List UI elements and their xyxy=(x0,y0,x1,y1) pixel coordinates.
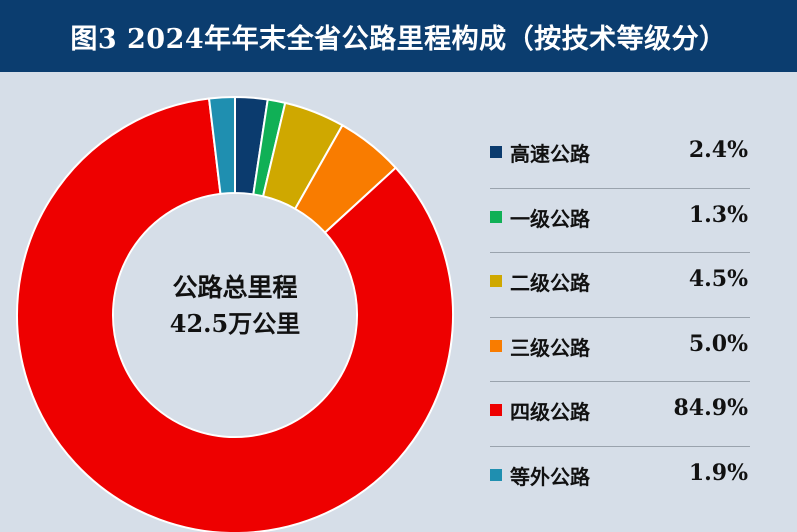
legend-label: 等外公路 xyxy=(510,464,590,489)
donut-slice-5 xyxy=(16,97,454,532)
chart-legend: 高速公路 2.4% 一级公路 1.3% 二级公路 4.5% 三级公路 5.0% 四级公路 84.9… xyxy=(490,124,750,511)
legend-swatch xyxy=(490,275,502,287)
legend-swatch xyxy=(490,404,502,416)
donut-slice-6 xyxy=(207,95,236,195)
chart-header: 图3 2024年年末全省公路里程构成（按技术等级分） xyxy=(0,0,797,72)
legend-value: 2.4% xyxy=(688,137,748,163)
legend-value: 1.3% xyxy=(688,201,748,228)
legend-value: 4.5% xyxy=(688,266,748,292)
legend-item: 等外公路 1.9% xyxy=(490,447,750,512)
donut-center-label: 公路总里程 42.5万公里 xyxy=(130,270,340,342)
legend-item: 四级公路 84.9% xyxy=(490,382,750,447)
legend-label: 高速公路 xyxy=(510,142,590,166)
legend-swatch xyxy=(490,339,502,352)
legend-value: 1.9% xyxy=(688,459,748,486)
legend-label: 三级公路 xyxy=(510,335,590,360)
legend-item: 高速公路 2.4% xyxy=(490,124,750,189)
total-mileage-title: 公路总里程 xyxy=(172,273,298,302)
legend-item: 二级公路 4.5% xyxy=(490,253,750,318)
chart-title: 图3 2024年年末全省公路里程构成（按技术等级分） xyxy=(70,23,727,55)
legend-swatch xyxy=(490,210,502,223)
total-mileage-value: 42.5万公里 xyxy=(169,309,301,338)
legend-label: 二级公路 xyxy=(510,271,590,295)
legend-value: 5.0% xyxy=(688,330,748,357)
legend-label: 一级公路 xyxy=(510,206,590,231)
legend-label: 四级公路 xyxy=(510,400,590,424)
donut-chart xyxy=(16,95,454,532)
legend-swatch xyxy=(490,146,502,158)
legend-value: 84.9% xyxy=(673,395,749,421)
legend-swatch xyxy=(490,468,502,481)
legend-item: 三级公路 5.0% xyxy=(490,318,750,382)
legend-item: 一级公路 1.3% xyxy=(490,189,750,253)
donut-hole xyxy=(114,194,356,436)
